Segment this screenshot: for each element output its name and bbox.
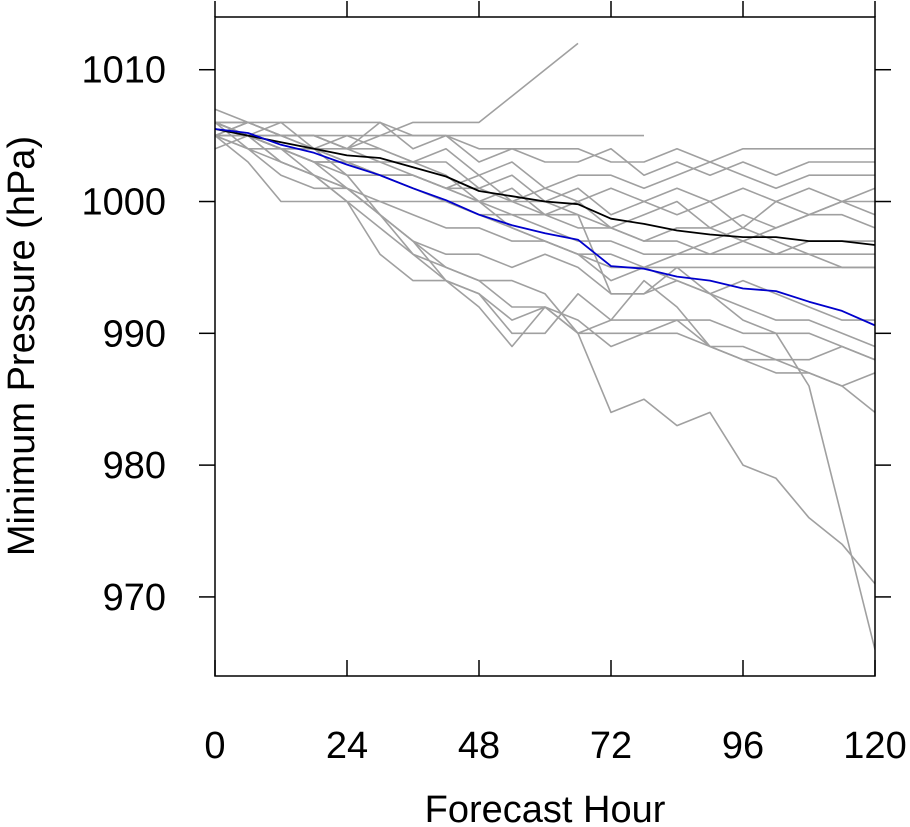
ensemble-mean-line	[215, 128, 875, 246]
x-tick-label: 96	[722, 725, 764, 767]
y-axis-title: Minimum Pressure (hPa)	[1, 136, 43, 556]
ensemble-member-line-12	[215, 121, 875, 269]
ensemble-member-line-17	[215, 108, 875, 361]
y-tick-label: 980	[103, 445, 166, 487]
y-tick-label: 990	[103, 313, 166, 355]
ensemble-member-line-20	[215, 121, 875, 585]
x-axis-title: Forecast Hour	[425, 789, 666, 827]
tick-layer: 0 24 48 72 96 120 970 980 990 1000 1010	[81, 1, 907, 767]
highlight-line	[215, 128, 875, 327]
x-tick-label: 24	[326, 725, 368, 767]
ensemble-member-line-1	[215, 42, 579, 150]
plot-frame	[214, 16, 876, 677]
x-tick-label: 72	[590, 725, 632, 767]
y-tick-label: 1010	[81, 50, 166, 92]
y-tick-label: 1000	[81, 182, 166, 224]
x-tick-label: 48	[458, 725, 500, 767]
ensemble-member-line-19	[215, 121, 875, 414]
y-tick-label: 970	[103, 577, 166, 619]
ensemble-member-line-10	[215, 134, 875, 255]
series-layer	[215, 42, 875, 650]
ensemble-member-line-5	[215, 121, 875, 190]
ensemble-member-line-3	[215, 121, 875, 163]
x-tick-label: 120	[843, 725, 906, 767]
ensemble-member-line-15	[215, 121, 875, 348]
x-tick-label: 0	[204, 725, 225, 767]
